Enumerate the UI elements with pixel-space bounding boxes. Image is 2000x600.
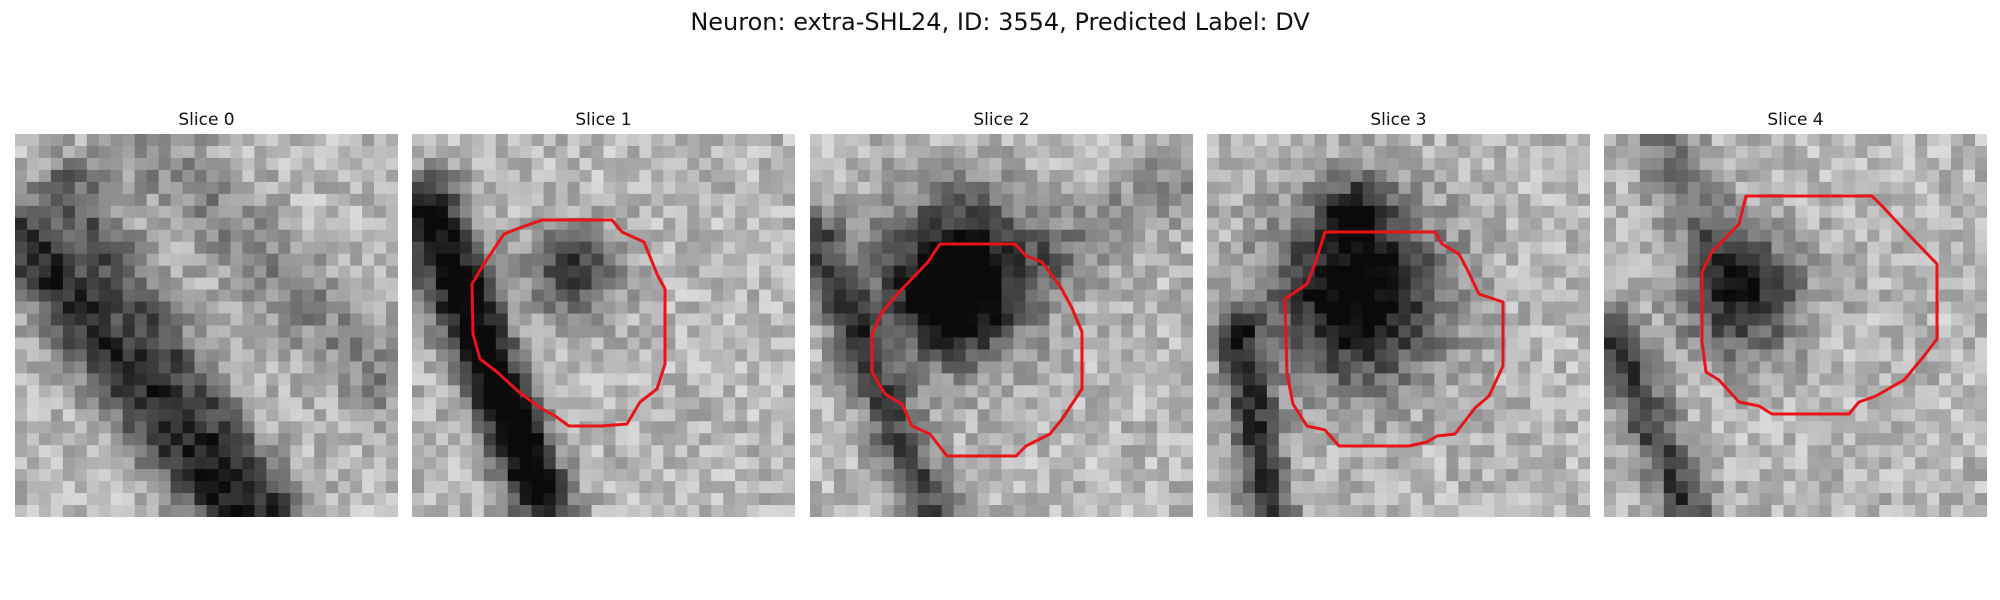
slice-panel-3: Slice 3 [1207, 108, 1590, 517]
slice-title: Slice 3 [1370, 110, 1427, 130]
neuron-contour [470, 218, 667, 428]
slice-panel-2: Slice 2 [810, 108, 1193, 517]
slice-image-2 [810, 134, 1193, 517]
neuron-contour [870, 242, 1084, 458]
neuron-contour [1700, 194, 1939, 416]
slice-panel-4: Slice 4 [1604, 108, 1987, 517]
grayscale-microscopy-image [15, 134, 398, 517]
figure-title: Neuron: extra-SHL24, ID: 3554, Predicted… [690, 8, 1310, 36]
slice-image-4 [1604, 134, 1987, 517]
slice-image-0 [15, 134, 398, 517]
slice-image-1 [412, 134, 795, 517]
grayscale-microscopy-image [1207, 134, 1590, 517]
slice-panel-0: Slice 0 [15, 108, 398, 517]
neuron-contour [1283, 230, 1505, 448]
slice-title: Slice 0 [178, 110, 235, 130]
slice-title: Slice 4 [1767, 110, 1824, 130]
grayscale-microscopy-image [1604, 134, 1987, 517]
slice-title: Slice 2 [973, 110, 1030, 130]
slice-image-3 [1207, 134, 1590, 517]
slice-title: Slice 1 [575, 110, 632, 130]
slice-panel-1: Slice 1 [412, 108, 795, 517]
grayscale-microscopy-image [412, 134, 795, 517]
